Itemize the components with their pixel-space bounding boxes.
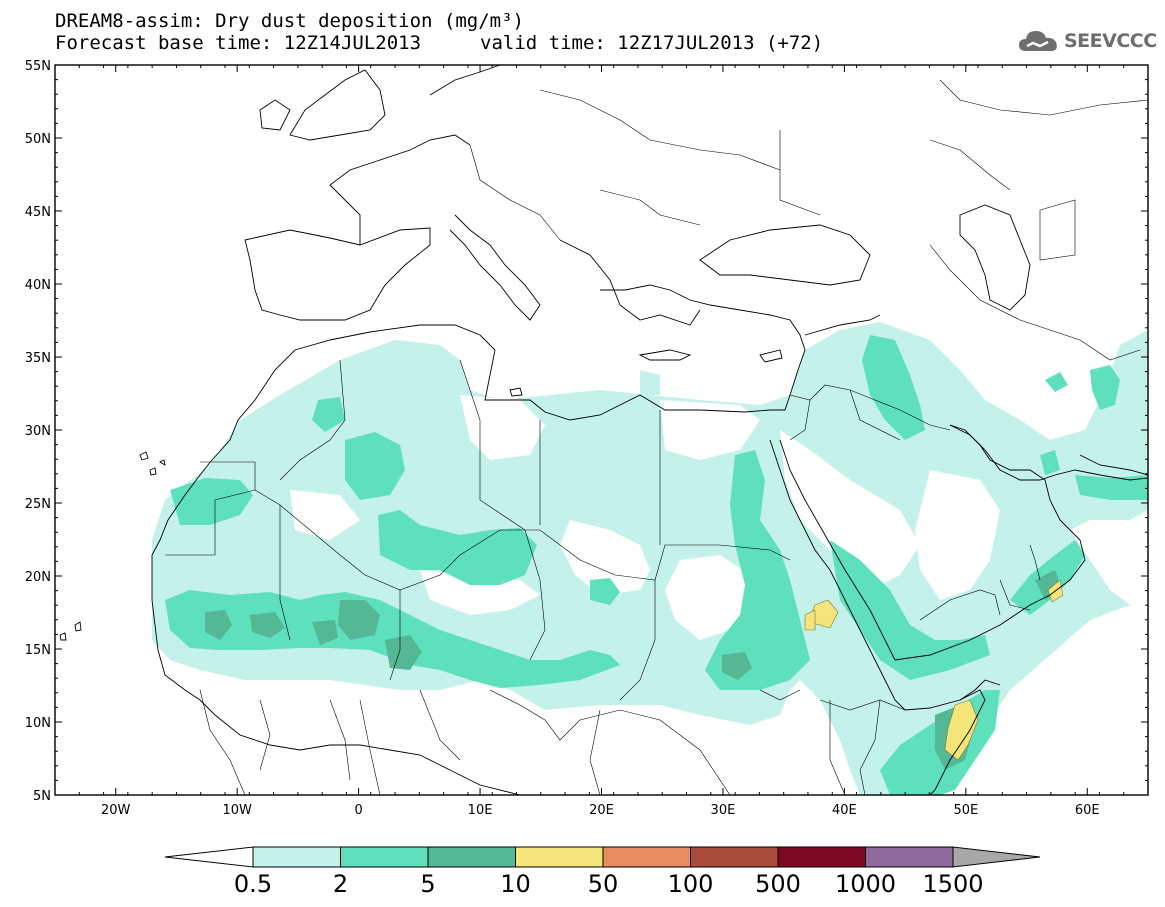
colorbar-tick-label: 10 bbox=[500, 870, 531, 898]
colorbar-tick-label: 1000 bbox=[834, 870, 897, 898]
colorbar-swatch bbox=[602, 846, 691, 868]
longitude-label: 20E bbox=[589, 803, 614, 818]
latitude-label: 55N bbox=[25, 59, 51, 74]
longitude-label: 30E bbox=[711, 803, 736, 818]
valid-time: valid time: 12Z17JUL2013 (+72) bbox=[480, 32, 824, 54]
latitude-label: 25N bbox=[25, 497, 51, 512]
longitude-label: 0 bbox=[354, 803, 362, 818]
coastlines bbox=[59, 65, 1148, 795]
latitude-label: 40N bbox=[25, 278, 51, 293]
colorbar-swatch bbox=[865, 846, 954, 868]
colorbar-swatch bbox=[690, 846, 779, 868]
longitude-label: 50E bbox=[953, 803, 978, 818]
map-ticks bbox=[54, 64, 1149, 796]
colorbar bbox=[164, 846, 1041, 868]
colorbar-under-triangle bbox=[164, 846, 254, 868]
longitude-labels: 20W 10W 0 10E 20E 30E 40E 50E 60E bbox=[101, 803, 1100, 818]
deposition-field bbox=[152, 322, 1148, 795]
latitude-label: 45N bbox=[25, 205, 51, 220]
colorbar-tick-label: 2 bbox=[332, 870, 349, 898]
colorbar-swatch bbox=[515, 846, 604, 868]
latitude-label: 5N bbox=[33, 789, 51, 804]
latitude-label: 20N bbox=[25, 570, 51, 585]
country-borders bbox=[165, 79, 1148, 795]
map-title: DREAM8-assim: Dry dust deposition (mg/m³… bbox=[55, 10, 524, 32]
colorbar-swatch bbox=[340, 846, 429, 868]
latitude-label: 10N bbox=[25, 716, 51, 731]
colorbar-tick-label: 1500 bbox=[922, 870, 984, 898]
latitude-label: 15N bbox=[25, 643, 51, 658]
logo-text: SEEVCCC bbox=[1064, 30, 1157, 52]
colorbar-swatch bbox=[252, 846, 341, 868]
forecast-base-time: Forecast base time: 12Z14JUL2013 bbox=[55, 32, 422, 54]
longitude-label: 10E bbox=[468, 803, 493, 818]
latitude-labels: 55N 50N 45N 40N 35N 30N 25N 20N 15N 10N 5N bbox=[25, 59, 51, 804]
latitude-label: 50N bbox=[25, 132, 51, 147]
longitude-label: 40E bbox=[832, 803, 857, 818]
colorbar-tick-label: 5 bbox=[420, 870, 436, 898]
latitude-label: 35N bbox=[25, 351, 51, 366]
colorbar-tick-label: 0.5 bbox=[233, 870, 273, 898]
colorbar-tick-label: 100 bbox=[667, 870, 714, 898]
colorbar-swatch bbox=[777, 846, 866, 868]
colorbar-tick-label: 50 bbox=[587, 870, 619, 898]
latitude-label: 30N bbox=[25, 424, 51, 439]
colorbar-over-triangle bbox=[952, 846, 1041, 868]
longitude-label: 60E bbox=[1075, 803, 1100, 818]
seevccc-logo: SEEVCCC bbox=[1018, 26, 1157, 56]
longitude-label: 10W bbox=[222, 803, 252, 818]
cloud-icon bbox=[1019, 31, 1057, 51]
longitude-label: 20W bbox=[101, 803, 131, 818]
colorbar-tick-label: 500 bbox=[755, 870, 801, 898]
colorbar-swatch bbox=[427, 846, 516, 868]
